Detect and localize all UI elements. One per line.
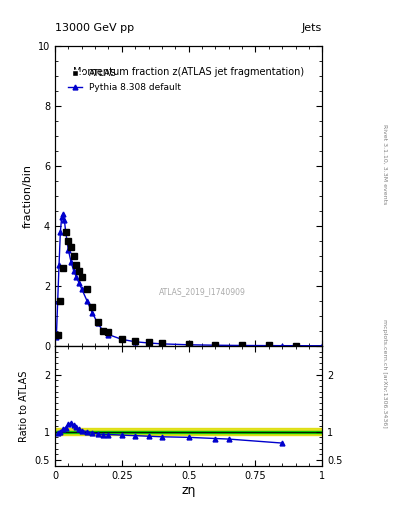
Text: mcplots.cern.ch [arXiv:1306.3436]: mcplots.cern.ch [arXiv:1306.3436] bbox=[382, 319, 387, 428]
Y-axis label: Ratio to ATLAS: Ratio to ATLAS bbox=[19, 370, 29, 442]
Text: ATLAS_2019_I1740909: ATLAS_2019_I1740909 bbox=[158, 287, 246, 296]
Text: 13000 GeV pp: 13000 GeV pp bbox=[55, 23, 134, 33]
Text: Momentum fraction z(ATLAS jet fragmentation): Momentum fraction z(ATLAS jet fragmentat… bbox=[73, 67, 304, 77]
Y-axis label: fraction/bin: fraction/bin bbox=[22, 164, 32, 228]
X-axis label: zη: zη bbox=[182, 483, 196, 497]
Text: Jets: Jets bbox=[302, 23, 322, 33]
Text: Rivet 3.1.10, 3.3M events: Rivet 3.1.10, 3.3M events bbox=[382, 124, 387, 204]
Bar bbox=[55, 431, 322, 433]
Bar bbox=[55, 428, 322, 435]
Legend: ATLAS, Pythia 8.308 default: ATLAS, Pythia 8.308 default bbox=[65, 66, 185, 95]
